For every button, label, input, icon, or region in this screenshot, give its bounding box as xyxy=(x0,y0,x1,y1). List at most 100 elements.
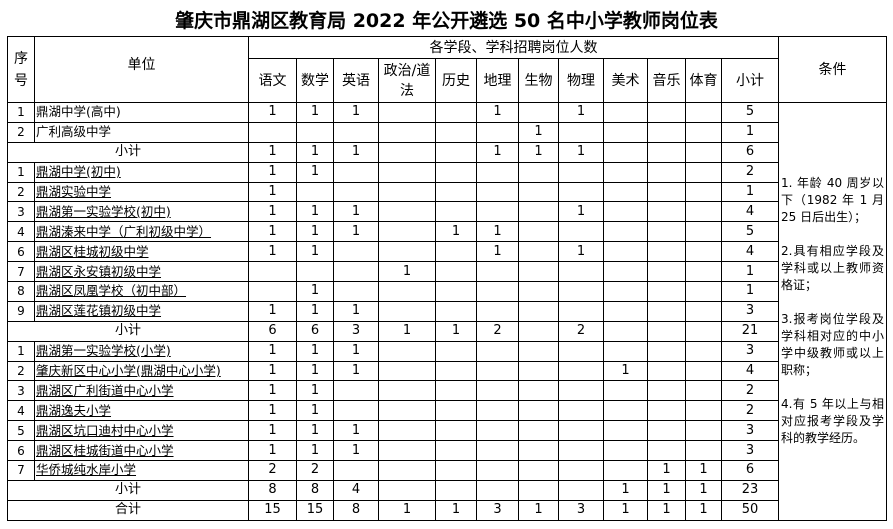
header-subject: 语文 xyxy=(248,58,297,103)
unit-name: 肇庆新区中心小学(鼎湖中心小学) xyxy=(36,363,221,379)
table-row: 1 鼎湖第一实验学校(小学) 1 1 1 3 xyxy=(7,340,887,362)
row-seq: 1 xyxy=(7,161,35,183)
row-seq: 3 xyxy=(7,201,35,223)
cell-count xyxy=(647,400,686,422)
cell-count xyxy=(435,440,477,462)
cell-row-total: 5 xyxy=(721,102,779,123)
cell-count xyxy=(378,241,436,263)
row-seq: 6 xyxy=(7,241,35,263)
subtotal-row: 小计 1 1 1 1 1 1 6 xyxy=(7,141,887,163)
cell-count xyxy=(518,460,559,481)
cell-count xyxy=(248,261,297,283)
condition-item: 1. 年龄 40 周岁以下（1982 年 1 月 25 日后出生）； xyxy=(781,176,884,225)
header-subject: 历史 xyxy=(435,58,477,103)
cell-count xyxy=(518,300,559,322)
cell-row-total: 2 xyxy=(721,380,779,402)
row-unit: 鼎湖溱来中学（广利初级中学） xyxy=(34,221,249,243)
cell-count xyxy=(685,281,722,302)
cell-count xyxy=(558,440,604,462)
cell-count: 1 xyxy=(296,161,334,183)
cell-count xyxy=(296,121,334,143)
cell-count xyxy=(647,201,686,223)
condition-item: 2.具有相应学段及学科或以上教师资格证； xyxy=(781,244,884,293)
cell-count: 1 xyxy=(685,479,722,501)
cell-count xyxy=(603,340,648,362)
cell-count xyxy=(435,400,477,422)
cell-count xyxy=(378,300,436,322)
cell-count xyxy=(435,181,477,203)
cell-count: 8 xyxy=(296,479,334,501)
cell-count: 1 xyxy=(333,420,379,442)
subtotal-row: 合计 15 15 8 1 1 3 1 3 1 1 1 50 xyxy=(7,499,887,521)
row-unit: 鼎湖区桂城初级中学 xyxy=(34,241,249,263)
cell-count xyxy=(647,300,686,322)
cell-count: 1 xyxy=(435,499,477,521)
row-seq: 2 xyxy=(7,121,35,143)
cell-count xyxy=(378,141,436,163)
cell-count xyxy=(378,121,436,143)
cell-count xyxy=(558,479,604,501)
cell-count: 1 xyxy=(296,221,334,243)
cell-count: 1 xyxy=(248,440,297,462)
cell-count xyxy=(435,380,477,402)
cell-count xyxy=(518,340,559,362)
cell-count xyxy=(476,360,519,382)
cell-count xyxy=(685,181,722,203)
cell-count: 1 xyxy=(248,221,297,243)
cell-count xyxy=(685,360,722,382)
cell-count xyxy=(378,400,436,422)
cell-count xyxy=(647,340,686,362)
cell-count xyxy=(603,420,648,442)
table-row: 3 鼎湖第一实验学校(初中) 1 1 1 1 4 xyxy=(7,201,887,223)
row-unit: 鼎湖中学(初中) xyxy=(34,161,249,183)
header-subject: 英语 xyxy=(333,58,379,103)
cell-count: 1 xyxy=(476,102,519,123)
cell-count xyxy=(603,261,648,283)
cell-row-total: 1 xyxy=(721,121,779,143)
unit-name: 鼎湖区凤凰学校（初中部） xyxy=(36,283,187,299)
cell-count: 1 xyxy=(558,241,604,263)
cell-count xyxy=(558,161,604,183)
cell-row-total: 2 xyxy=(721,400,779,422)
cell-count xyxy=(685,340,722,362)
cell-count: 1 xyxy=(476,141,519,163)
cell-count xyxy=(518,261,559,283)
cell-count xyxy=(603,460,648,481)
cell-count xyxy=(647,320,686,342)
row-unit: 肇庆新区中心小学(鼎湖中心小学) xyxy=(34,360,249,382)
row-seq: 4 xyxy=(7,221,35,243)
cell-count xyxy=(378,161,436,183)
cell-count xyxy=(296,181,334,203)
cell-count: 1 xyxy=(248,181,297,203)
cell-count xyxy=(647,241,686,263)
header-unit-label: 单位 xyxy=(127,57,156,73)
cell-count: 1 xyxy=(558,141,604,163)
cell-count: 15 xyxy=(296,499,334,521)
cell-count xyxy=(518,221,559,243)
cell-count xyxy=(476,300,519,322)
cell-count xyxy=(476,460,519,481)
cell-count xyxy=(518,281,559,302)
cell-count xyxy=(603,281,648,302)
cell-count xyxy=(435,201,477,223)
cell-count xyxy=(647,181,686,203)
cell-count: 1 xyxy=(248,340,297,362)
cell-count xyxy=(378,420,436,442)
cell-count: 6 xyxy=(248,320,297,342)
row-seq: 9 xyxy=(7,300,35,322)
cell-count xyxy=(685,320,722,342)
table-row: 5 鼎湖区坑口迪村中心小学 1 1 1 3 xyxy=(7,420,887,442)
row-seq: 8 xyxy=(7,281,35,302)
cell-count xyxy=(518,440,559,462)
unit-name: 广利高级中学 xyxy=(36,124,112,140)
cell-count xyxy=(685,121,722,143)
cell-count xyxy=(558,460,604,481)
conditions-cell: 1. 年龄 40 周岁以下（1982 年 1 月 25 日后出生）； 2.具有相应… xyxy=(778,102,887,521)
cell-count: 1 xyxy=(518,141,559,163)
cell-count xyxy=(378,201,436,223)
cell-count xyxy=(647,102,686,123)
unit-name: 鼎湖第一实验学校(小学) xyxy=(36,343,171,359)
cell-count: 3 xyxy=(558,499,604,521)
row-unit: 鼎湖实验中学 xyxy=(34,181,249,203)
cell-count xyxy=(603,181,648,203)
